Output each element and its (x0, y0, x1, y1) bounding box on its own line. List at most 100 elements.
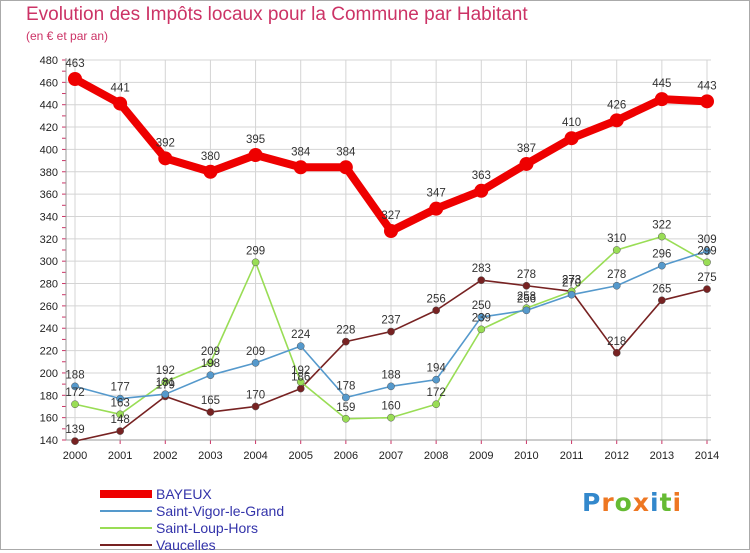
data-point (387, 382, 395, 391)
data-point (342, 414, 350, 423)
legend-swatch-bayeux (100, 489, 152, 498)
data-label: 228 (336, 325, 355, 337)
data-label: 278 (607, 269, 626, 281)
data-point (432, 306, 440, 315)
data-label: 139 (65, 424, 84, 436)
x-tick-label: 2013 (650, 450, 674, 462)
data-point (71, 400, 79, 409)
legend-item-bayeux[interactable]: BAYEUX (100, 485, 284, 502)
legend-item-vaucelles[interactable]: Vaucelles (100, 536, 284, 553)
data-point (564, 131, 579, 146)
brand-letter: o (614, 488, 633, 517)
data-label: 387 (517, 143, 536, 155)
data-label: 441 (111, 83, 130, 95)
data-label: 188 (381, 369, 400, 381)
data-point (158, 151, 173, 166)
data-label: 270 (562, 278, 581, 290)
data-label: 178 (336, 381, 355, 393)
data-label: 209 (201, 346, 220, 358)
data-label: 299 (697, 245, 716, 257)
y-tick-label: 480 (40, 55, 58, 67)
data-label: 218 (607, 336, 626, 348)
data-point (432, 375, 440, 384)
data-label: 181 (156, 377, 175, 389)
data-point (206, 359, 215, 367)
data-label: 384 (336, 146, 356, 158)
data-point (113, 96, 128, 111)
brand-logo: Proxiti (582, 488, 682, 517)
data-label: 310 (607, 233, 626, 245)
data-label: 445 (652, 78, 671, 90)
data-label: 283 (472, 263, 491, 275)
data-point (567, 290, 576, 299)
data-point (387, 413, 395, 422)
legend-item-saint-loup-hors[interactable]: Saint-Loup-Hors (100, 519, 284, 536)
data-label: 278 (517, 269, 536, 281)
data-label: 237 (381, 315, 400, 327)
x-tick-label: 2006 (334, 450, 358, 462)
data-point (432, 400, 440, 409)
data-point (71, 437, 79, 445)
legend-label-vaucelles: Vaucelles (156, 536, 216, 553)
data-point (116, 427, 124, 435)
data-point (522, 281, 531, 290)
y-tick-label: 400 (40, 144, 58, 156)
series-layer (68, 72, 714, 445)
data-point (429, 201, 444, 216)
data-point (477, 313, 486, 321)
data-point (296, 384, 305, 393)
y-tick-label: 260 (40, 301, 58, 313)
data-label-layer: 139 148 179 165 170 186 228 237 256 283 278 273 218 2… (65, 58, 716, 436)
data-point (522, 306, 531, 315)
data-point (387, 327, 395, 336)
y-tick-label: 380 (40, 167, 58, 179)
y-tick-label: 420 (40, 122, 58, 134)
brand-letter: r (601, 488, 615, 517)
data-label: 327 (381, 210, 400, 222)
chart-subtitle: (en € et par an) (26, 29, 109, 43)
x-tick-label: 2004 (243, 450, 267, 462)
data-point (700, 94, 714, 109)
data-label: 380 (201, 151, 220, 163)
data-point (477, 325, 486, 334)
data-label: 172 (65, 387, 84, 399)
data-label: 347 (427, 188, 446, 200)
data-label: 273 (562, 274, 581, 286)
data-point (474, 183, 489, 198)
data-label: 299 (246, 245, 265, 257)
x-tick-label: 2005 (288, 450, 312, 462)
y-tick-label: 320 (40, 234, 58, 246)
x-tick-label: 2008 (424, 450, 448, 462)
data-point (71, 382, 79, 391)
brand-letter: i (650, 488, 660, 517)
data-point (251, 359, 260, 367)
data-point (206, 408, 215, 416)
y-tick-label: 180 (40, 390, 58, 402)
data-label: 159 (336, 402, 355, 414)
data-label: 309 (697, 234, 716, 246)
legend-swatch-saint-vigor-le-grand (100, 509, 152, 512)
x-tick-label: 2002 (153, 450, 177, 462)
legend-item-saint-vigor-le-grand[interactable]: Saint-Vigor-le-Grand (100, 502, 284, 519)
data-label: 188 (65, 369, 84, 381)
data-point (203, 164, 218, 179)
data-point (251, 402, 260, 411)
data-label: 192 (291, 365, 310, 377)
data-label: 172 (427, 387, 446, 399)
data-label: 384 (291, 146, 311, 158)
data-point (296, 342, 305, 350)
axis-layer: 140 160 180 200 220 240 260 280 300 320 340 360 380 4… (40, 55, 720, 462)
legend-swatch-vaucelles (100, 543, 152, 546)
brand-letter: x (632, 488, 650, 517)
data-label: 198 (201, 358, 220, 370)
data-label: 148 (111, 414, 130, 426)
data-label: 463 (65, 58, 84, 70)
x-tick-label: 2014 (695, 450, 719, 462)
legend: BAYEUX Saint-Vigor-le-Grand Saint-Loup-H… (100, 485, 284, 553)
brand-letter: P (582, 488, 602, 517)
data-label: 224 (291, 329, 311, 341)
data-point (338, 160, 353, 175)
data-point (703, 247, 711, 255)
